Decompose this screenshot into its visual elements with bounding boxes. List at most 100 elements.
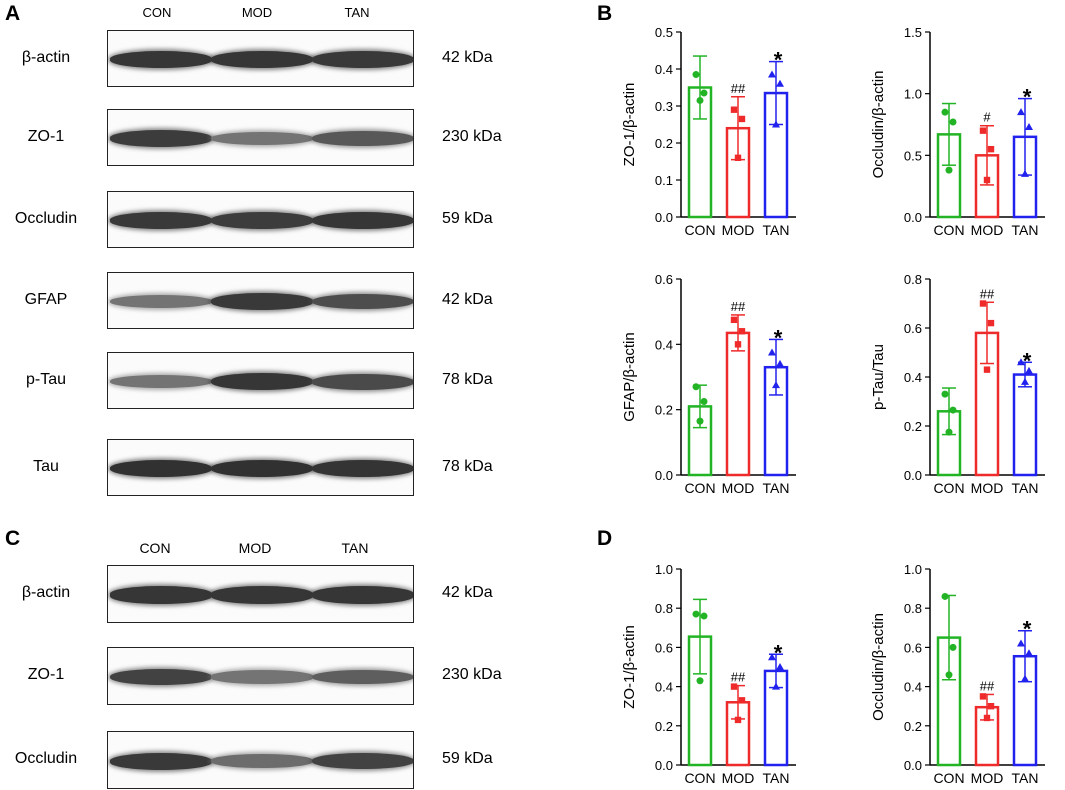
- blot-image: [107, 30, 414, 87]
- data-point: [692, 383, 700, 391]
- blot-band: [110, 752, 212, 770]
- y-tick-label: 0.4: [655, 62, 673, 77]
- significance-marker: ##: [980, 678, 995, 693]
- data-point: [696, 96, 704, 104]
- y-tick-label: 1.0: [904, 87, 922, 102]
- blot-image: [107, 647, 414, 705]
- y-axis-label: p-Tau/Tau: [870, 344, 887, 410]
- significance-marker: *: [774, 640, 783, 665]
- data-point: [734, 341, 742, 348]
- y-tick-label: 1.0: [655, 562, 673, 577]
- x-tick-label: CON: [933, 480, 964, 496]
- x-tick-label: MOD: [722, 770, 755, 786]
- data-point: [979, 127, 987, 134]
- blot-band: [110, 50, 212, 69]
- molecular-weight-label: 42 kDa: [442, 48, 493, 66]
- data-point: [772, 682, 780, 690]
- data-point: [1025, 366, 1033, 374]
- blot-image: [107, 272, 414, 329]
- blot-band: [211, 586, 313, 604]
- blot-row-label: GFAP: [24, 290, 68, 308]
- data-point: [700, 398, 708, 405]
- y-tick-label: 0.6: [655, 272, 673, 287]
- data-point: [738, 328, 746, 335]
- y-tick-label: 0.2: [655, 136, 673, 151]
- data-point: [1017, 358, 1025, 366]
- data-point: [772, 381, 780, 389]
- blot-band: [110, 130, 212, 147]
- blot-row-label: Occludin: [14, 750, 78, 767]
- x-tick-label: MOD: [971, 480, 1004, 496]
- bar: [936, 636, 962, 767]
- blot-band: [312, 211, 413, 230]
- x-tick-label: CON: [684, 480, 715, 496]
- data-point: [979, 300, 987, 307]
- blot-row-label: β-actin: [21, 584, 71, 601]
- significance-marker: *: [774, 325, 783, 350]
- x-tick-label: MOD: [722, 222, 755, 238]
- y-tick-label: 0.0: [655, 758, 673, 773]
- data-point: [1017, 639, 1025, 647]
- x-tick-label: TAN: [1012, 222, 1039, 238]
- significance-marker: ##: [731, 299, 746, 314]
- data-point: [772, 120, 780, 128]
- data-point: [987, 319, 995, 327]
- y-axis-label: Occludin/β-actin: [870, 613, 887, 721]
- bar: [974, 331, 1000, 477]
- molecular-weight-label: 230 kDa: [442, 666, 502, 683]
- significance-marker: #: [983, 110, 991, 125]
- data-point: [949, 406, 957, 414]
- bar: [936, 410, 962, 477]
- y-tick-label: 0.0: [904, 210, 922, 225]
- y-tick-label: 0.2: [904, 719, 922, 734]
- blot-band: [211, 50, 313, 69]
- y-tick-label: 0.0: [904, 758, 922, 773]
- data-point: [945, 671, 953, 679]
- blot-band: [312, 51, 413, 68]
- data-point: [949, 118, 957, 126]
- bar: [763, 669, 789, 767]
- blot-band: [312, 293, 413, 310]
- bar: [1012, 654, 1038, 767]
- blot-band: [312, 373, 413, 390]
- y-tick-label: 1.0: [904, 562, 922, 577]
- significance-marker: *: [1023, 348, 1032, 373]
- data-point: [768, 653, 776, 661]
- data-point: [941, 108, 949, 116]
- y-tick-label: 0.8: [655, 601, 673, 616]
- blot-band: [312, 459, 413, 478]
- bar: [687, 635, 713, 767]
- blot-row-label: ZO-1: [27, 666, 65, 683]
- x-tick-label: CON: [684, 770, 715, 786]
- blot-band: [312, 130, 413, 147]
- x-tick-label: TAN: [763, 480, 790, 496]
- significance-marker: *: [1023, 85, 1032, 110]
- data-point: [983, 366, 991, 373]
- blot-image: [107, 439, 414, 496]
- bar: [725, 126, 751, 219]
- lane-label-mod: MOD: [238, 540, 272, 556]
- data-point: [734, 716, 742, 724]
- data-point: [692, 610, 700, 618]
- blot-band: [312, 752, 413, 770]
- lane-label-con: CON: [139, 540, 171, 556]
- blot-row-label: ZO-1: [27, 127, 65, 145]
- data-point: [1025, 649, 1033, 657]
- blot-band: [211, 372, 313, 391]
- data-point: [730, 106, 738, 113]
- lane-label-tan: TAN: [341, 540, 369, 556]
- blot-row-label: Tau: [33, 457, 59, 475]
- blot-image: [107, 565, 414, 623]
- molecular-weight-label: 230 kDa: [442, 127, 502, 145]
- data-point: [941, 592, 949, 600]
- lane-label-mod: MOD: [241, 5, 273, 20]
- x-tick-label: CON: [684, 222, 715, 238]
- data-point: [734, 154, 742, 161]
- data-point: [987, 145, 995, 153]
- x-tick-label: CON: [933, 770, 964, 786]
- data-point: [696, 417, 704, 425]
- blot-row-label: Occludin: [14, 209, 78, 227]
- blot-band: [211, 754, 313, 768]
- y-tick-label: 0.4: [904, 370, 922, 385]
